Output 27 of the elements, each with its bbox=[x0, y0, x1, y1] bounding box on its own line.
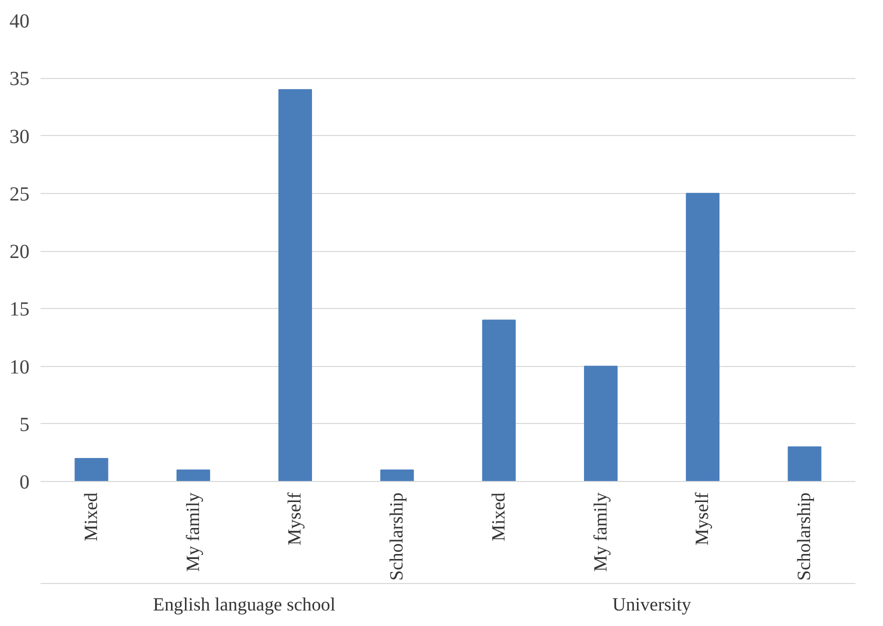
bar bbox=[584, 366, 618, 482]
x-tick-label: Mixed bbox=[488, 492, 510, 542]
y-tick-label: 15 bbox=[10, 298, 30, 321]
y-tick-label: 35 bbox=[10, 68, 30, 90]
x-tick-label: Myself bbox=[692, 492, 714, 546]
text: University bbox=[612, 594, 692, 616]
y-tick-label: 40 bbox=[10, 10, 30, 32]
y-tick-label: 0 bbox=[20, 472, 30, 494]
y-tick-label: 20 bbox=[10, 241, 30, 263]
bar bbox=[482, 320, 516, 482]
y-tick-label: 5 bbox=[20, 414, 30, 436]
x-tick-label: My family bbox=[590, 492, 612, 572]
y-tick-label: 10 bbox=[10, 356, 30, 378]
x-tick-label: Myself bbox=[284, 492, 306, 546]
y-tick-label: 25 bbox=[10, 183, 30, 206]
x-tick-label: Scholarship bbox=[794, 492, 816, 581]
bar bbox=[278, 89, 312, 482]
x-tick-label: Mixed bbox=[80, 492, 102, 542]
bar bbox=[74, 458, 108, 482]
bar bbox=[788, 446, 822, 482]
bar bbox=[686, 192, 720, 482]
x-tick-label: Scholarship bbox=[386, 492, 408, 581]
bar bbox=[380, 469, 414, 482]
x-tick-label: My family bbox=[182, 492, 204, 572]
bar bbox=[176, 469, 210, 482]
text: English language school bbox=[153, 594, 336, 616]
y-tick-label: 30 bbox=[10, 126, 30, 148]
